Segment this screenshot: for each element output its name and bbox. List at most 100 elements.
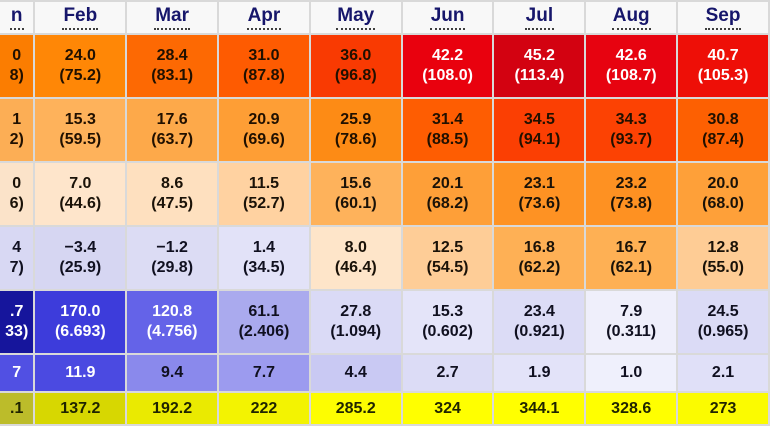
value-primary: 11.5 [248, 175, 280, 192]
value-secondary: (4.756) [146, 323, 198, 340]
cell-r1-jul: 45.2 (113.4) [494, 35, 585, 97]
month-label: Mar [154, 5, 191, 30]
value-primary: 7.7 [252, 364, 276, 381]
value-primary: 1.4 [252, 239, 276, 256]
value-primary: 31.0 [248, 47, 280, 64]
value-secondary: (75.2) [59, 67, 102, 84]
month-label: Feb [62, 5, 99, 30]
value-primary: 61.1 [248, 303, 280, 320]
value-primary: 11.9 [65, 364, 96, 381]
month-label: Aug [611, 5, 651, 30]
cell-r5-apr: 61.1 (2.406) [219, 291, 309, 353]
cell-r3-sep: 20.0 (68.0) [678, 163, 768, 225]
cell-r6-jan: 7 [0, 355, 34, 391]
value-secondary: (60.1) [334, 195, 377, 212]
month-header-sep: Sep [678, 2, 768, 33]
value-primary: 40.7 [707, 47, 739, 64]
cell-r1-mar: 28.4 (83.1) [127, 35, 218, 97]
month-label: n [9, 5, 24, 30]
value-primary: .1 [10, 399, 24, 417]
month-header-aug: Aug [586, 2, 677, 33]
value-secondary: (93.7) [610, 131, 653, 148]
cell-r3-feb: 7.0 (44.6) [35, 163, 126, 225]
cell-r5-may: 27.8 (1.094) [310, 291, 401, 353]
cell-r1-jan: 0 8) [0, 35, 34, 97]
month-label: Jun [429, 5, 466, 30]
table-row-r4: 4 7) −3.4 (25.9) −1.2 (29.8) 1.4 (34.5) 8.0 (46.4… [0, 227, 768, 289]
value-secondary: 8) [9, 67, 24, 84]
value-secondary: (88.5) [426, 131, 469, 148]
cell-r3-jun: 20.1 (68.2) [402, 163, 493, 225]
value-primary: 1.9 [528, 364, 551, 381]
value-primary: 20.0 [707, 175, 739, 192]
value-primary: 0 [12, 47, 22, 64]
cell-r7-apr: 222 [219, 393, 309, 424]
value-primary: 15.6 [340, 175, 372, 192]
value-secondary: (25.9) [59, 259, 102, 276]
cell-r1-apr: 31.0 (87.8) [219, 35, 309, 97]
cell-r7-aug: 328.6 [586, 393, 677, 424]
value-primary: 15.3 [432, 303, 464, 320]
value-secondary: (78.6) [334, 131, 377, 148]
month-header-jun: Jun [402, 2, 493, 33]
cell-r1-jun: 42.2 (108.0) [402, 35, 493, 97]
month-label: Apr [246, 5, 282, 30]
value-primary: 31.4 [432, 111, 464, 128]
value-primary: 7.0 [69, 175, 92, 192]
value-primary: 16.8 [523, 239, 555, 256]
value-primary: 2.1 [711, 364, 735, 381]
cell-r2-aug: 34.3 (93.7) [586, 99, 677, 161]
value-secondary: (87.8) [243, 67, 285, 84]
cell-r2-may: 25.9 (78.6) [310, 99, 401, 161]
month-header-mar: Mar [127, 2, 218, 33]
value-secondary: (0.311) [606, 323, 657, 340]
value-primary: 4 [12, 239, 22, 256]
cell-r7-may: 285.2 [310, 393, 401, 424]
value-secondary: (44.6) [59, 195, 102, 212]
cell-r4-feb: −3.4 (25.9) [35, 227, 126, 289]
value-secondary: (46.4) [334, 259, 377, 276]
cell-r4-jul: 16.8 (62.2) [494, 227, 585, 289]
cell-r6-jul: 1.9 [494, 355, 585, 391]
value-primary: 324 [434, 399, 461, 417]
value-primary: 328.6 [611, 399, 652, 417]
value-primary: 12.5 [432, 239, 464, 256]
cell-r5-sep: 24.5 (0.965) [678, 291, 768, 353]
cell-r7-mar: 192.2 [127, 393, 218, 424]
value-primary: 170.0 [60, 303, 101, 320]
table-row-r3: 0 6) 7.0 (44.6) 8.6 (47.5) 11.5 (52.7) 15.6 (60.1… [0, 163, 768, 225]
cell-r6-may: 4.4 [310, 355, 401, 391]
value-primary: 34.3 [615, 111, 647, 128]
value-primary: 15.3 [64, 111, 96, 128]
value-primary: 42.6 [615, 47, 647, 64]
value-primary: 273 [709, 399, 737, 417]
value-primary: 42.2 [432, 47, 464, 64]
cell-r3-apr: 11.5 (52.7) [219, 163, 309, 225]
value-secondary: (6.693) [54, 323, 106, 340]
cell-r5-mar: 120.8 (4.756) [127, 291, 218, 353]
cell-r5-aug: 7.9 (0.311) [586, 291, 677, 353]
cell-r6-mar: 9.4 [127, 355, 218, 391]
value-secondary: (87.4) [702, 131, 744, 148]
cell-r7-sep: 273 [678, 393, 768, 424]
month-header-apr: Apr [219, 2, 309, 33]
table-row-r7: .1 137.2 192.2 222 285.2 324 344.1 328.6 273 [0, 393, 768, 424]
value-primary: 27.8 [340, 303, 372, 320]
cell-r6-sep: 2.1 [678, 355, 768, 391]
value-primary: 36.0 [340, 47, 372, 64]
cell-r2-mar: 17.6 (63.7) [127, 99, 218, 161]
value-primary: 24.5 [707, 303, 739, 320]
month-header-feb: Feb [35, 2, 126, 33]
value-primary: 23.1 [523, 175, 555, 192]
value-primary: 8.0 [344, 239, 367, 256]
cell-r4-sep: 12.8 (55.0) [678, 227, 768, 289]
cell-r2-jun: 31.4 (88.5) [402, 99, 493, 161]
value-primary: 30.8 [707, 111, 739, 128]
value-secondary: (68.2) [426, 195, 469, 212]
value-secondary: (34.5) [243, 259, 285, 276]
table-row-r1: 0 8) 24.0 (75.2) 28.4 (83.1) 31.0 (87.8) 36.0 (96… [0, 35, 768, 97]
month-header-may: May [310, 2, 401, 33]
value-primary: 0 [12, 175, 22, 192]
value-primary: .7 [10, 303, 24, 320]
cell-r5-jun: 15.3 (0.602) [402, 291, 493, 353]
